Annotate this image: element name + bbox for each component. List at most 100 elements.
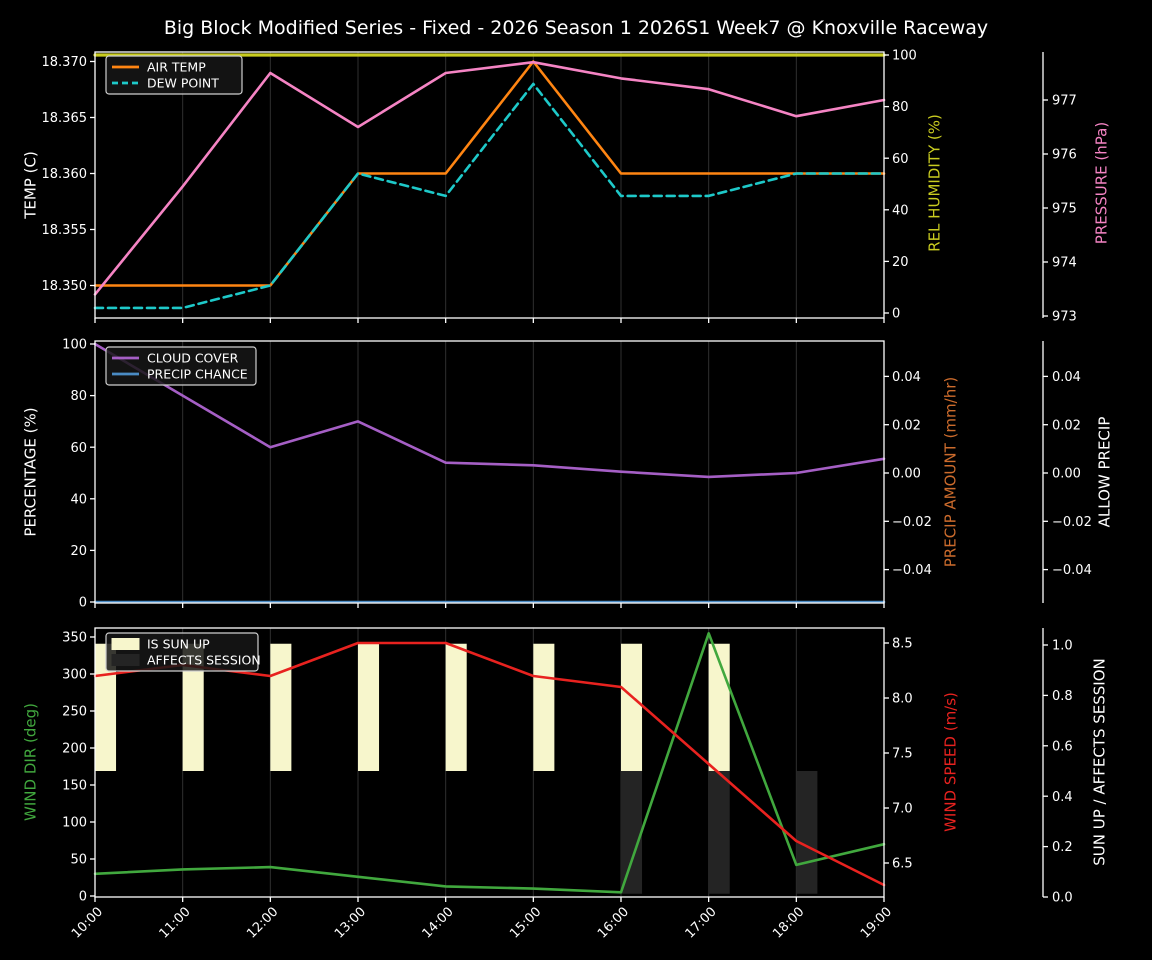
axis-right-speed: 6.5 7.0 7.5 8.0 8.5 WIND SPEED (m/s) <box>884 637 959 872</box>
tick-label-pct: 100 <box>62 338 87 353</box>
bar-is-sun-up <box>533 643 555 771</box>
axis-left-pct: 0 20 40 60 80 100 PERCENTAGE (%) <box>21 338 95 611</box>
legend-swatch <box>111 638 140 650</box>
bar-is-sun-up <box>182 643 204 771</box>
tick-label-humidity: 60 <box>892 152 909 167</box>
legend-label: PRECIP CHANCE <box>147 366 248 381</box>
x-tick-label: 16:00 <box>595 904 632 941</box>
tick-label-precip: −0.04 <box>892 563 932 578</box>
tick-label-pct: 40 <box>70 492 87 507</box>
x-ticks <box>94 318 885 323</box>
bars-is-sun-up <box>95 643 730 771</box>
tick-label-pct: 20 <box>70 544 87 559</box>
tick-label-dir: 300 <box>62 668 87 683</box>
tick-label-humidity: 40 <box>892 203 909 218</box>
legend-label: CLOUD COVER <box>147 350 239 365</box>
series-wind-dir <box>93 631 886 894</box>
series-dew-point <box>93 82 886 310</box>
bar-is-sun-up <box>445 643 467 771</box>
x-tick-label: 17:00 <box>683 904 720 941</box>
axis-far-right-pressure: 973 974 975 976 977 PRESSURE (hPa) <box>1042 52 1110 325</box>
legend-item-cloud-cover: CLOUD COVER <box>112 350 239 365</box>
legend-box <box>105 632 259 672</box>
bar-is-sun-up <box>270 643 292 771</box>
tick-label-temp: 18.360 <box>42 167 88 182</box>
tick-label-precip: 0.02 <box>892 418 921 433</box>
x-tick-label: 19:00 <box>858 904 895 941</box>
tick-label-sun: 0.0 <box>1052 891 1073 906</box>
legend-box <box>105 346 257 386</box>
tick-label-speed: 8.0 <box>892 692 913 707</box>
plot-frame <box>94 340 885 604</box>
x-tick-label: 18:00 <box>770 904 807 941</box>
legend-item-air-temp: AIR TEMP <box>112 59 206 74</box>
plot-wind-sun: 0 50 100 150 200 250 300 350 WIND DIR (deg) 6.5 7.… <box>21 627 1108 906</box>
legend-item-dew-point: DEW POINT <box>112 75 219 90</box>
tick-label-pct: 80 <box>70 389 87 404</box>
series-air-temp <box>93 60 886 287</box>
tick-label-humidity: 0 <box>892 307 900 322</box>
series-wind-speed <box>93 641 886 887</box>
tick-label-speed: 7.0 <box>892 802 913 817</box>
axis-far-right-allow: −0.04 −0.02 0.00 0.02 0.04 ALLOW PRECIP <box>1042 341 1113 603</box>
tick-label-humidity: 100 <box>892 49 917 64</box>
x-tick-label: 11:00 <box>157 904 194 941</box>
tick-label-dir: 200 <box>62 742 87 757</box>
tick-label-pct: 60 <box>70 441 87 456</box>
tick-label-temp: 18.355 <box>42 223 88 238</box>
tick-label-speed: 8.5 <box>892 637 913 652</box>
plot-frame <box>94 51 885 319</box>
axis-left-dir: 0 50 100 150 200 250 300 350 WIND DIR (deg) <box>21 631 95 905</box>
tick-label-pressure: 976 <box>1052 148 1077 163</box>
tick-label-dir: 100 <box>62 816 87 831</box>
legend-item-is-sun-up: IS SUN UP <box>111 636 210 651</box>
tick-label-dir: 50 <box>70 853 87 868</box>
tick-label-pressure: 974 <box>1052 256 1077 271</box>
tick-label-allow: 0.00 <box>1052 467 1081 482</box>
legend-label: IS SUN UP <box>147 636 210 651</box>
x-tick-label: 12:00 <box>244 904 281 941</box>
x-tick-label: 10:00 <box>69 904 106 941</box>
tick-label-precip: 0.04 <box>892 370 921 385</box>
tick-label-speed: 7.5 <box>892 747 913 762</box>
tick-label-dir: 0 <box>79 890 87 905</box>
tick-label-temp: 18.370 <box>42 55 88 70</box>
axis-label-dir: WIND DIR (deg) <box>21 703 39 821</box>
tick-label-sun: 0.8 <box>1052 689 1073 704</box>
series-cloud-cover <box>93 342 886 479</box>
tick-label-dir: 350 <box>62 631 87 646</box>
axis-far-right-sun: 0.0 0.2 0.4 0.6 0.8 1.0 SUN UP / AFFECTS SESSI… <box>1042 628 1108 906</box>
bar-affects-session <box>708 771 730 894</box>
tick-label-humidity: 80 <box>892 100 909 115</box>
tick-label-pressure: 973 <box>1052 310 1077 325</box>
plot-cloud-precip: 0 20 40 60 80 100 PERCENTAGE (%) −0.04 −0.02 0.00… <box>21 338 1113 611</box>
axis-label-temp: TEMP (C) <box>21 151 39 220</box>
legend-label: AIR TEMP <box>147 59 206 74</box>
x-ticks <box>94 603 885 608</box>
axis-label-sun: SUN UP / AFFECTS SESSION <box>1090 658 1108 866</box>
axis-left-temp: 18.350 18.355 18.360 18.365 18.370 TEMP (C) <box>21 55 95 294</box>
legend-label: AFFECTS SESSION <box>147 652 261 667</box>
axis-label-speed: WIND SPEED (m/s) <box>941 692 959 832</box>
axis-label-pressure: PRESSURE (hPa) <box>1092 122 1110 244</box>
x-ticks <box>94 897 885 902</box>
bars-affects-session <box>621 771 818 894</box>
x-tick-label: 13:00 <box>332 904 369 941</box>
tick-label-precip: −0.02 <box>892 515 932 530</box>
tick-label-sun: 0.4 <box>1052 790 1073 805</box>
tick-label-temp: 18.350 <box>42 279 88 294</box>
tick-label-allow: −0.04 <box>1052 563 1092 578</box>
x-tick-label: 15:00 <box>507 904 544 941</box>
axis-label-pct: PERCENTAGE (%) <box>21 407 39 536</box>
bar-affects-session <box>621 771 643 894</box>
tick-label-sun: 0.2 <box>1052 840 1073 855</box>
chart-title: Big Block Modified Series - Fixed - 2026… <box>163 17 989 39</box>
tick-label-pressure: 975 <box>1052 202 1077 217</box>
tick-label-allow: 0.04 <box>1052 370 1081 385</box>
tick-label-dir: 150 <box>62 779 87 794</box>
